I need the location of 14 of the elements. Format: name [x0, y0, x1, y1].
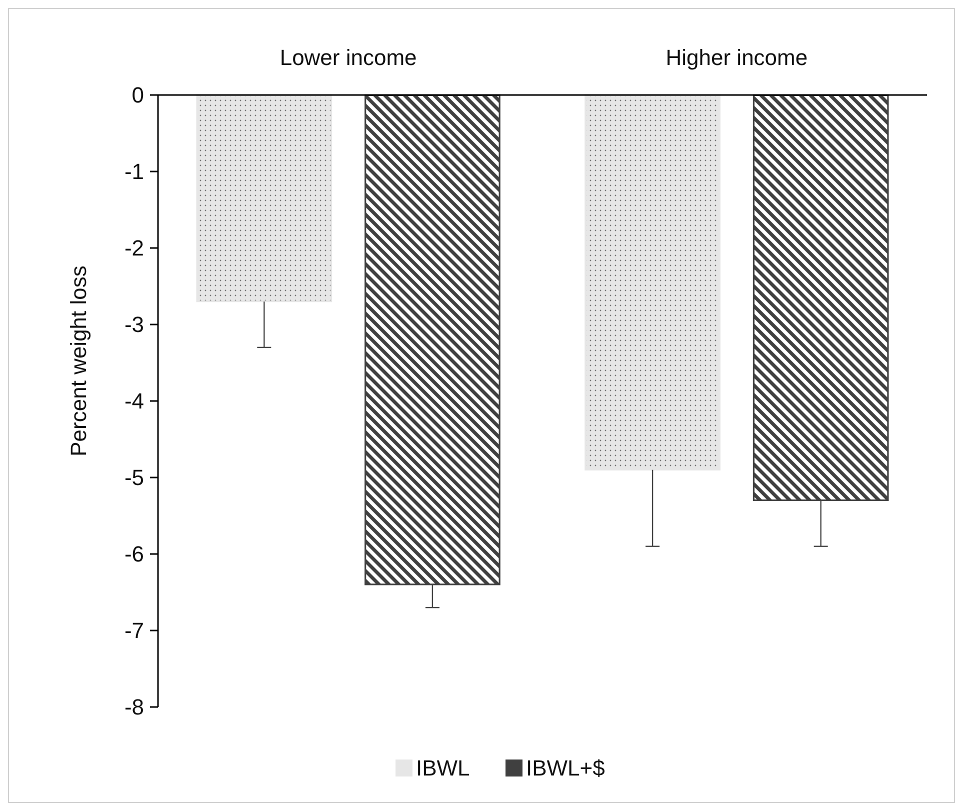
y-axis-title: Percent weight loss	[66, 266, 91, 456]
y-tick-label: 0	[132, 82, 144, 108]
y-tick-label: -4	[124, 388, 144, 414]
y-tick-label: -5	[124, 465, 144, 490]
y-tick-label: -6	[124, 542, 144, 567]
y-tick-label: -8	[124, 694, 144, 720]
legend-label: IBWL	[416, 756, 470, 781]
legend-label: IBWL+$	[526, 756, 605, 781]
x-tick-label: Lower income	[280, 45, 417, 70]
y-tick-label: -7	[124, 618, 144, 644]
y-tick-label: -1	[124, 159, 144, 184]
x-tick-label: Higher income	[666, 45, 808, 70]
y-tick-label: -3	[124, 312, 144, 338]
y-tick-label: -2	[124, 236, 144, 261]
